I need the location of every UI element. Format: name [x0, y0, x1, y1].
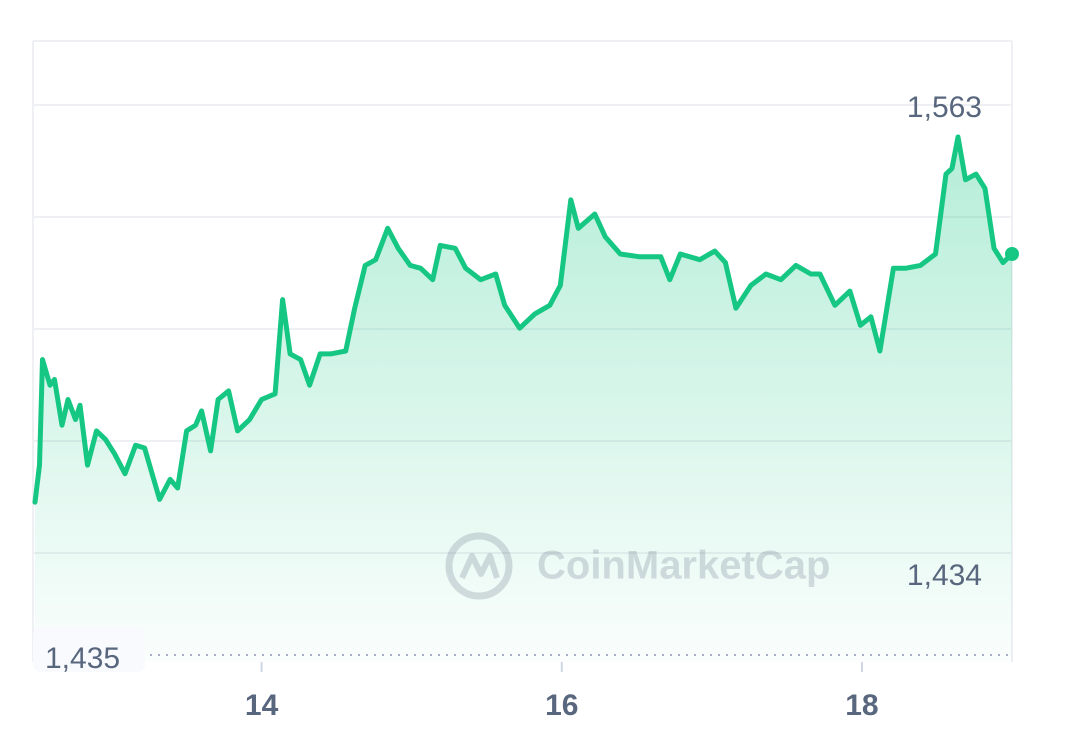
- end-dot: [1005, 246, 1019, 261]
- low-label: 1,434: [907, 559, 982, 592]
- watermark-logo: [445, 532, 513, 600]
- watermark-logo-m: [459, 553, 500, 580]
- reference-label-box: [33, 627, 145, 672]
- high-label: 1,563: [907, 91, 982, 124]
- price-line: [32, 134, 1015, 505]
- x-tick-label: 14: [245, 689, 279, 722]
- watermark-text: CoinMarketCap: [537, 544, 830, 588]
- x-tick-label: 18: [845, 689, 878, 722]
- area: [35, 137, 1012, 662]
- reference-label: 1,435: [45, 642, 120, 675]
- x-tick-label: 16: [545, 689, 578, 722]
- watermark: CoinMarketCap: [445, 532, 830, 600]
